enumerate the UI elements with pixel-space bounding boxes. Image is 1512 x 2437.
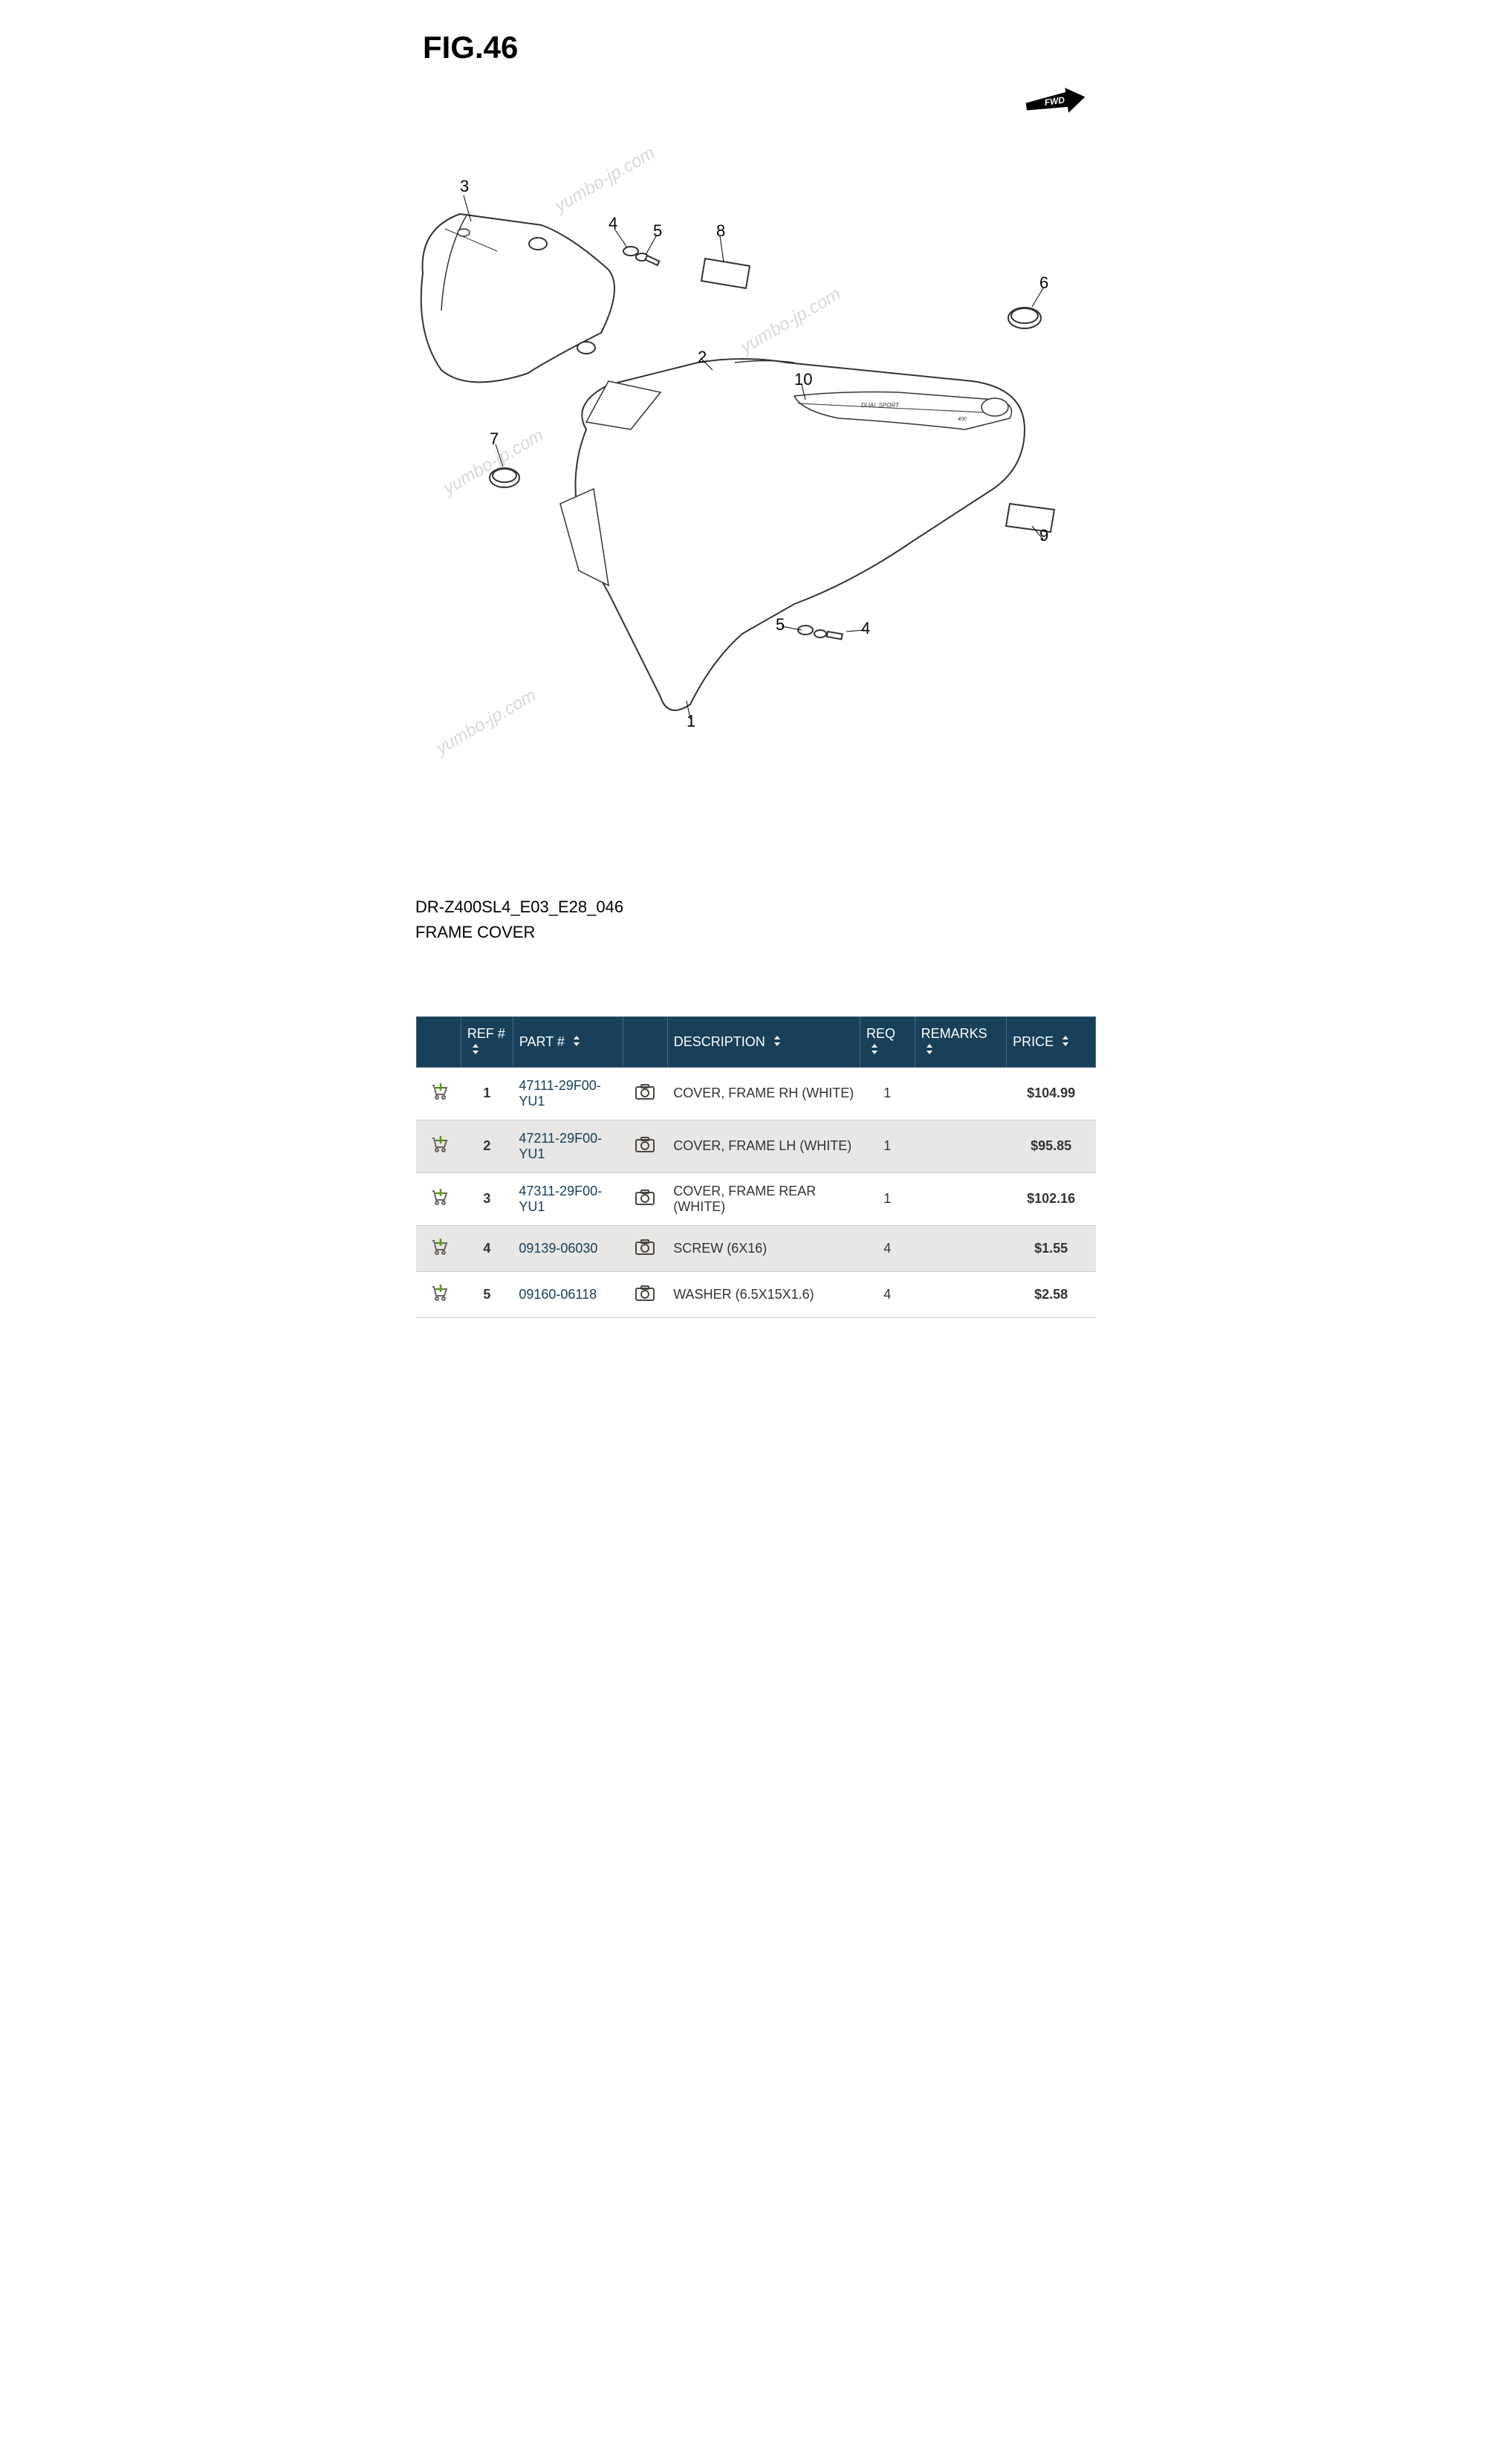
cart-icon	[428, 1236, 449, 1257]
cart-icon	[428, 1134, 449, 1155]
price: $95.85	[1007, 1120, 1096, 1172]
add-to-cart-button[interactable]	[416, 1120, 461, 1172]
callout-9: 9	[1039, 526, 1048, 545]
ref-number: 5	[461, 1271, 513, 1317]
header-price[interactable]: PRICE	[1007, 1017, 1096, 1068]
remarks	[915, 1120, 1007, 1172]
page-container: FIG.46 FWD yumbo-jp.com yumbo-jp.com yum…	[378, 0, 1134, 1318]
description: SCREW (6X16)	[667, 1225, 860, 1271]
callout-1: 1	[687, 712, 695, 731]
add-to-cart-button[interactable]	[416, 1225, 461, 1271]
description: WASHER (6.5X15X1.6)	[667, 1271, 860, 1317]
price: $102.16	[1007, 1172, 1096, 1225]
footer-title: FRAME COVER	[415, 923, 1134, 942]
camera-icon	[635, 1189, 655, 1205]
req-qty: 1	[860, 1120, 915, 1172]
remarks	[915, 1225, 1007, 1271]
diagram-footer: DR-Z400SL4_E03_E28_046 FRAME COVER	[378, 883, 1134, 1002]
req-qty: 4	[860, 1271, 915, 1317]
ref-number: 1	[461, 1067, 513, 1120]
photo-button[interactable]	[623, 1172, 667, 1225]
sort-icon[interactable]	[1062, 1034, 1069, 1050]
figure-title: FIG.46	[423, 30, 1134, 65]
price: $104.99	[1007, 1067, 1096, 1120]
header-remarks[interactable]: REMARKS	[915, 1017, 1007, 1068]
sort-icon[interactable]	[472, 1042, 479, 1058]
price: $2.58	[1007, 1271, 1096, 1317]
sort-icon[interactable]	[926, 1042, 933, 1058]
part-number-link[interactable]: 09139-06030	[513, 1225, 623, 1271]
header-part[interactable]: PART #	[513, 1017, 623, 1068]
svg-text:400: 400	[958, 417, 967, 422]
part-number-link[interactable]: 47311-29F00-YU1	[513, 1172, 623, 1225]
remarks	[915, 1172, 1007, 1225]
callout-5-lower: 5	[776, 615, 785, 635]
req-qty: 4	[860, 1225, 915, 1271]
photo-button[interactable]	[623, 1120, 667, 1172]
table-row: 509160-06118 WASHER (6.5X15X1.6)4 $2.58	[416, 1271, 1095, 1317]
header-photo	[623, 1017, 667, 1068]
callout-6: 6	[1039, 273, 1048, 293]
sort-icon[interactable]	[773, 1034, 781, 1050]
camera-icon	[635, 1239, 655, 1255]
callout-7: 7	[490, 429, 499, 449]
camera-icon	[635, 1083, 655, 1100]
description: COVER, FRAME REAR (WHITE)	[667, 1172, 860, 1225]
callout-10: 10	[794, 370, 812, 389]
part-number-link[interactable]: 47111-29F00-YU1	[513, 1067, 623, 1120]
table-row: 409139-06030SCREW (6X16)4$1.55	[416, 1225, 1095, 1271]
part-number-link[interactable]: 47211-29F00-YU1	[513, 1120, 623, 1172]
table-row: 347311-29F00-YU1 COVER, FRAME REAR (WHITE…	[416, 1172, 1095, 1225]
req-qty: 1	[860, 1067, 915, 1120]
table-row: 147111-29F00-YU1COVER, FRAME RH (WHITE)1…	[416, 1067, 1095, 1120]
cart-icon	[428, 1081, 449, 1102]
photo-button[interactable]	[623, 1225, 667, 1271]
part-number-link[interactable]: 09160-06118	[513, 1271, 623, 1317]
callout-5-upper: 5	[653, 221, 662, 241]
description: COVER, FRAME LH (WHITE)	[667, 1120, 860, 1172]
req-qty: 1	[860, 1172, 915, 1225]
remarks	[915, 1271, 1007, 1317]
cart-icon	[428, 1282, 449, 1303]
header-ref[interactable]: REF #	[461, 1017, 513, 1068]
ref-number: 4	[461, 1225, 513, 1271]
cart-icon	[428, 1187, 449, 1207]
add-to-cart-button[interactable]	[416, 1172, 461, 1225]
header-desc[interactable]: DESCRIPTION	[667, 1017, 860, 1068]
diagram-header: FIG.46	[378, 0, 1134, 65]
price: $1.55	[1007, 1225, 1096, 1271]
description: COVER, FRAME RH (WHITE)	[667, 1067, 860, 1120]
camera-icon	[635, 1136, 655, 1152]
table-row: 247211-29F00-YU1 COVER, FRAME LH (WHITE)1…	[416, 1120, 1095, 1172]
camera-icon	[635, 1285, 655, 1301]
parts-table: REF # PART # DESCRIPTION	[416, 1016, 1096, 1318]
remarks	[915, 1067, 1007, 1120]
diagram-area: FWD yumbo-jp.com yumbo-jp.com yumbo-jp.c…	[378, 65, 1134, 883]
callout-3: 3	[460, 177, 469, 196]
sort-icon[interactable]	[871, 1042, 878, 1058]
callout-4-upper: 4	[609, 214, 617, 233]
add-to-cart-button[interactable]	[416, 1067, 461, 1120]
callout-2: 2	[698, 348, 707, 367]
photo-button[interactable]	[623, 1067, 667, 1120]
table-header-row: REF # PART # DESCRIPTION	[416, 1017, 1095, 1068]
sort-icon[interactable]	[573, 1034, 580, 1050]
footer-code: DR-Z400SL4_E03_E28_046	[415, 898, 1134, 917]
callout-4-lower: 4	[861, 619, 870, 638]
photo-button[interactable]	[623, 1271, 667, 1317]
ref-number: 3	[461, 1172, 513, 1225]
header-req[interactable]: REQ	[860, 1017, 915, 1068]
ref-number: 2	[461, 1120, 513, 1172]
callout-8: 8	[716, 221, 725, 241]
add-to-cart-button[interactable]	[416, 1271, 461, 1317]
svg-text:DUAL SPORT: DUAL SPORT	[861, 402, 900, 409]
header-cart	[416, 1017, 461, 1068]
